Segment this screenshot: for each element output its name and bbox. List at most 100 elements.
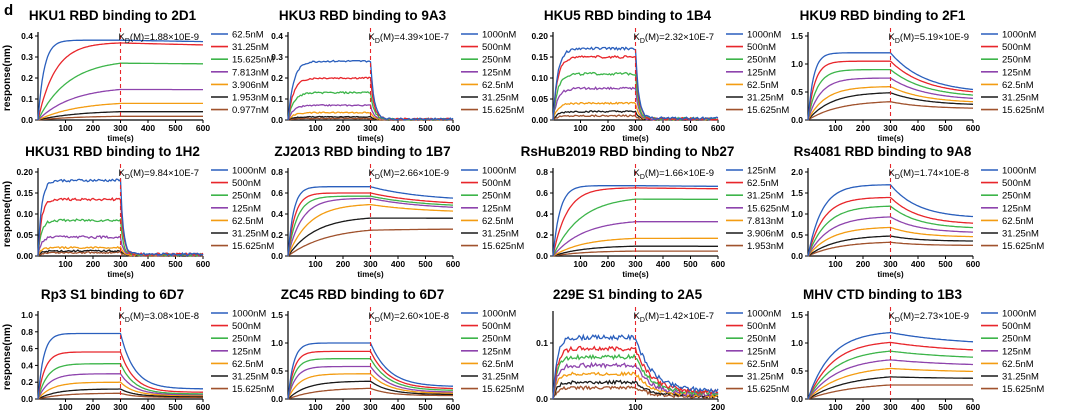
x-tick-label: 200 <box>601 259 615 269</box>
y-tick-label: 0.15 <box>16 188 33 198</box>
series-line <box>37 381 203 400</box>
x-tick-label: 200 <box>86 402 100 412</box>
x-tick-label: 600 <box>711 123 725 133</box>
series-line <box>807 331 974 400</box>
legend-label: 62.5nM <box>232 30 264 41</box>
legend-label: 15.625nM <box>1002 105 1044 116</box>
y-tick-label: 1.5 <box>791 188 803 198</box>
chart-panel: 229E S1 binding to 2A50.00.1100200time(s… <box>536 287 789 414</box>
x-tick-label: 200 <box>86 259 100 269</box>
y-tick-label: 0.1 <box>21 94 33 104</box>
legend-label: 62.5nM <box>232 359 264 370</box>
kd-annotation: KD(M)=4.39×10E-7 <box>369 32 450 45</box>
legend-label: 0.977nM <box>232 105 269 116</box>
y-tick-label: 0.1 <box>271 94 283 104</box>
chart-title: RsHuB2019 RBD binding to Nb27 <box>521 144 735 159</box>
y-tick-label: 0.8 <box>21 327 33 337</box>
chart-panel: RsHuB2019 RBD binding to Nb27 0.0 0.2 0.4 0.… <box>521 144 790 279</box>
legend-label: 15.625nM <box>482 384 524 395</box>
y-tick-label: 0.3 <box>21 52 33 62</box>
series-line <box>37 388 203 400</box>
x-tick-label: 500 <box>938 402 952 412</box>
legend-label: 62.5nM <box>482 216 514 227</box>
chart-panel: ZC45 RBD binding to 6D7 0.0 0.5 1.0 1.5 100 20… <box>271 287 524 414</box>
legend-label: 62.5nM <box>1002 359 1034 370</box>
x-axis-label: time(s) <box>107 270 134 279</box>
kd-annotation: KD(M)=1.88×10E-9 <box>119 32 200 45</box>
series-line <box>807 184 973 257</box>
legend-label: 7.813nM <box>232 67 269 78</box>
chart-title: HKU1 RBD binding to 2D1 <box>29 8 197 23</box>
kd-annotation: KD(M)=1.66×10E-9 <box>634 168 715 181</box>
series-line <box>287 203 454 257</box>
x-tick-label: 500 <box>418 402 432 412</box>
y-tick-label: 0.2 <box>536 230 548 240</box>
chart-panel: HKU3 RBD binding to 9A3 0.0 0.1 0.2 0.3 0.4 10… <box>271 8 524 143</box>
legend-label: 62.5nM <box>232 216 264 227</box>
y-tick-label: 0.20 <box>16 167 33 177</box>
y-tick-label: 0.0 <box>791 394 803 404</box>
legend-label: 31.25nM <box>232 229 269 240</box>
legend-label: 125nM <box>482 203 511 214</box>
legend-label: 31.25nM <box>232 372 269 383</box>
y-tick-label: 0.0 <box>271 394 283 404</box>
x-tick-label: 100 <box>308 123 322 133</box>
legend-label: 31.25nM <box>482 372 519 383</box>
x-tick-label: 600 <box>446 402 460 412</box>
series-line <box>37 332 203 400</box>
legend-label: 31.25nM <box>747 372 784 383</box>
x-tick-label: 300 <box>883 402 897 412</box>
legend-label: 1000nM <box>482 30 516 41</box>
series-line <box>287 380 453 400</box>
y-axis-label: response(nm) <box>2 45 13 111</box>
y-tick-label: 0.0 <box>791 115 803 125</box>
chart-title: ZC45 RBD binding to 6D7 <box>281 287 445 302</box>
legend-label: 15.625nM <box>482 105 524 116</box>
y-tick-label: 0.0 <box>536 394 548 404</box>
y-tick-label: 0.10 <box>531 73 548 83</box>
y-tick-label: 0.4 <box>21 31 33 41</box>
legend-label: 62.5nM <box>1002 216 1034 227</box>
legend-label: 500nM <box>1002 178 1031 189</box>
x-axis-label: time(s) <box>107 134 134 143</box>
x-tick-label: 500 <box>683 259 697 269</box>
legend-label: 125nM <box>1002 346 1031 357</box>
kd-annotation: KD(M)=1.42×10E-7 <box>634 311 715 324</box>
x-tick-label: 500 <box>168 259 182 269</box>
x-tick-label: 500 <box>168 402 182 412</box>
legend-label: 125nM <box>482 346 511 357</box>
legend-label: 31.25nM <box>232 42 269 53</box>
series-line <box>287 197 454 257</box>
series-line <box>552 237 718 257</box>
legend-label: 62.5nM <box>1002 80 1034 91</box>
x-tick-label: 600 <box>966 123 980 133</box>
y-tick-label: 0.0 <box>21 115 33 125</box>
series-line <box>807 101 974 121</box>
y-tick-label: 0.05 <box>16 230 33 240</box>
chart-panel: HKU1 RBD binding to 2D1 0.0 0.1 0.2 0.3 0.4 10… <box>2 8 274 143</box>
legend-label: 31.25nM <box>482 229 519 240</box>
x-tick-label: 600 <box>966 259 980 269</box>
x-tick-label: 600 <box>966 402 980 412</box>
x-tick-label: 100 <box>58 402 72 412</box>
legend-label: 500nM <box>1002 321 1031 332</box>
x-tick-label: 100 <box>308 259 322 269</box>
y-axis-label: response(nm) <box>2 324 13 390</box>
legend-label: 250nM <box>1002 334 1031 345</box>
legend-label: 250nM <box>232 334 261 345</box>
legend-label: 250nM <box>747 55 776 66</box>
y-tick-label: 2.0 <box>791 167 803 177</box>
kd-annotation: KD(M)=2.32×10E-7 <box>634 32 715 45</box>
legend-label: 250nM <box>482 191 511 202</box>
legend-label: 1000nM <box>232 309 266 320</box>
chart-panel: Rp3 S1 binding to 6D7 0.0 0.2 0.4 0.6 0.8 1.0 1… <box>2 287 274 414</box>
legend-label: 125nM <box>747 166 776 177</box>
series-line <box>807 60 974 121</box>
y-tick-label: 0.0 <box>536 251 548 261</box>
legend-label: 15.625nM <box>232 384 274 395</box>
y-tick-label: 0.2 <box>271 73 283 83</box>
legend-label: 62.5nM <box>747 359 779 370</box>
series-line <box>807 235 973 257</box>
legend-label: 15.625nM <box>1002 241 1044 252</box>
x-tick-label: 400 <box>911 259 925 269</box>
